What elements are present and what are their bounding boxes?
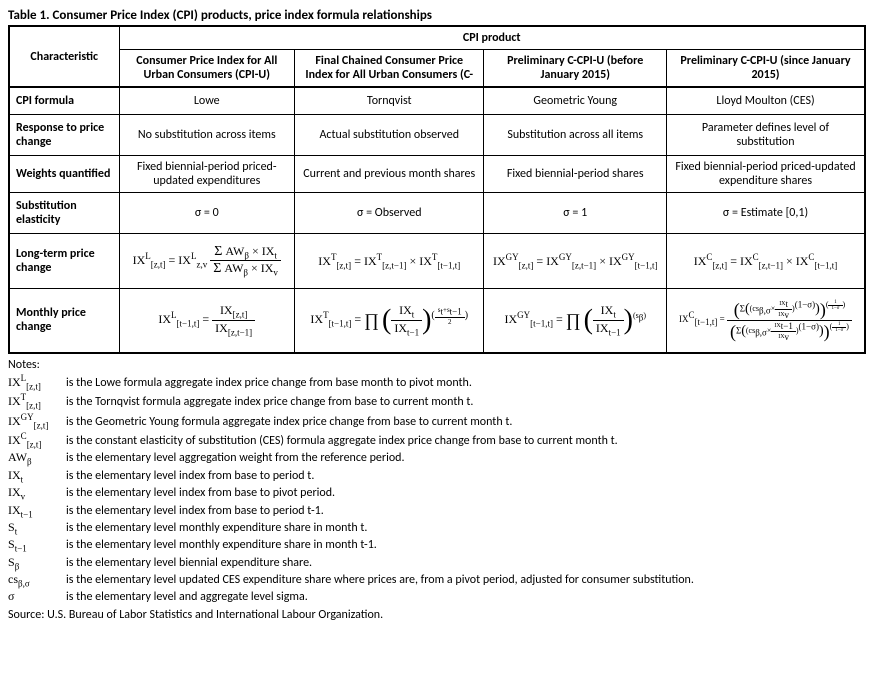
col-ccpiu-final: Final Chained Consumer Price Index for A… <box>295 50 484 88</box>
notes-symbol: AWβ <box>8 450 66 466</box>
notes-definition: is the elementary level monthly expendit… <box>66 538 866 552</box>
notes-definition: is the elementary level and aggregate le… <box>66 590 866 604</box>
notes-definition: is the elementary level index from base … <box>66 469 866 483</box>
notes-symbol: IXGY[z,t] <box>8 412 66 430</box>
row-response-label: Response to price change <box>9 115 119 156</box>
notes-definition: is the elementary level updated CES expe… <box>66 573 866 587</box>
cell-cpi-formula-1: Tornqvist <box>295 87 484 115</box>
notes-definition: is the elementary level aggregation weig… <box>66 451 866 465</box>
cell-weights-2: Fixed biennial-period shares <box>484 156 667 193</box>
cell-cpi-formula-3: Lloyd Moulton (CES) <box>667 87 865 115</box>
notes-symbol: IXL[z,t] <box>8 373 66 391</box>
notes-row: IXGY[z,t]is the Geometric Young formula … <box>8 412 866 430</box>
notes-row: IXL[z,t]is the Lowe formula aggregate in… <box>8 373 866 391</box>
cell-longterm-2: IXGY[z,t] = IXGY[z,t−1] × IXGY[t−1,t] <box>484 234 667 289</box>
cell-cpi-formula-2: Geometric Young <box>484 87 667 115</box>
notes-row: IXT[z,t]is the Tornqvist formula aggrega… <box>8 392 866 410</box>
notes-row: Stis the elementary level monthly expend… <box>8 520 866 536</box>
notes-definition: is the constant elasticity of substituti… <box>66 434 866 448</box>
notes-symbol: St <box>8 520 66 536</box>
cell-longterm-3: IXC[z,t] = IXC[z,t−1] × IXC[t−1,t] <box>667 234 865 289</box>
cell-elasticity-0: σ = 0 <box>119 193 295 234</box>
notes-row: IXvis the elementary level index from ba… <box>8 485 866 501</box>
cell-response-0: No substitution across items <box>119 115 295 156</box>
cell-response-2: Substitution across all items <box>484 115 667 156</box>
cell-elasticity-3: σ = Estimate [0,1) <box>667 193 865 234</box>
cell-cpi-formula-0: Lowe <box>119 87 295 115</box>
notes-definition: is the elementary level index from base … <box>66 504 866 518</box>
col-ccpiu-pre2015: Preliminary C-CPI-U (before January 2015… <box>484 50 667 88</box>
notes-symbol: IXt <box>8 468 66 484</box>
notes-row: IXC[z,t]is the constant elasticity of su… <box>8 431 866 449</box>
notes-row: AWβis the elementary level aggregation w… <box>8 450 866 466</box>
row-elasticity-label: Substitution elasticity <box>9 193 119 234</box>
cell-response-3: Parameter defines level of substitution <box>667 115 865 156</box>
cell-response-1: Actual substitution observed <box>295 115 484 156</box>
cell-monthly-2: IXGY[t−1,t] = ∏ (IXtIXt−1)(sβ) <box>484 288 667 353</box>
notes-symbol: IXC[z,t] <box>8 431 66 449</box>
notes-label: Notes: <box>8 358 866 372</box>
col-ccpiu-post2015: Preliminary C-CPI-U (since January 2015) <box>667 50 865 88</box>
row-cpi-formula-label: CPI formula <box>9 87 119 115</box>
cell-monthly-3: IXC[t−1,t] = (Σ((csβ,σ×IXtIXv)(1−σ)))(11… <box>667 288 865 353</box>
cell-longterm-1: IXT[z,t] = IXT[z,t−1] × IXT[t−1,t] <box>295 234 484 289</box>
notes-section: Notes: IXL[z,t]is the Lowe formula aggre… <box>8 358 866 605</box>
notes-symbol: IXv <box>8 485 66 501</box>
notes-definition: is the Tornqvist formula aggregate index… <box>66 395 866 409</box>
notes-row: Sβis the elementary level biennial expen… <box>8 555 866 571</box>
source-line: Source: U.S. Bureau of Labor Statistics … <box>8 608 866 622</box>
cell-longterm-0: IXL[z,t] = IXLz,v Σ AWβ × IXt Σ AWβ × IX… <box>119 234 295 289</box>
cpi-table: Characteristic CPI product Consumer Pric… <box>8 25 866 354</box>
row-longterm-label: Long-term price change <box>9 234 119 289</box>
cell-monthly-0: IXL[t−1,t] = IX[z,t] IX[z,t−1] <box>119 288 295 353</box>
notes-symbol: Sβ <box>8 555 66 571</box>
cell-weights-3: Fixed biennial-period priced-updated exp… <box>667 156 865 193</box>
notes-row: IXt−1is the elementary level index from … <box>8 503 866 519</box>
table-title: Table 1. Consumer Price Index (CPI) prod… <box>8 8 866 23</box>
header-group: CPI product <box>119 26 865 50</box>
notes-row: csβ,σis the elementary level updated CES… <box>8 572 866 588</box>
notes-symbol: IXT[z,t] <box>8 392 66 410</box>
notes-row: St−1is the elementary level monthly expe… <box>8 537 866 553</box>
notes-row: σis the elementary level and aggregate l… <box>8 589 866 604</box>
cell-weights-0: Fixed biennial-period priced-updated exp… <box>119 156 295 193</box>
notes-symbol: IXt−1 <box>8 503 66 519</box>
notes-symbol: St−1 <box>8 537 66 553</box>
col-characteristic: Characteristic <box>9 26 119 87</box>
notes-definition: is the elementary level monthly expendit… <box>66 521 866 535</box>
cell-elasticity-1: σ = Observed <box>295 193 484 234</box>
cell-monthly-1: IXT[t−1,t] = ∏ (IXtIXt−1)(st+st−12) <box>295 288 484 353</box>
notes-definition: is the Geometric Young formula aggregate… <box>66 415 866 429</box>
notes-definition: is the elementary level biennial expendi… <box>66 556 866 570</box>
notes-definition: is the elementary level index from base … <box>66 486 866 500</box>
row-monthly-label: Monthly price change <box>9 288 119 353</box>
cell-weights-1: Current and previous month shares <box>295 156 484 193</box>
col-cpiu: Consumer Price Index for All Urban Consu… <box>119 50 295 88</box>
notes-symbol: σ <box>8 589 66 604</box>
cell-elasticity-2: σ = 1 <box>484 193 667 234</box>
notes-definition: is the Lowe formula aggregate index pric… <box>66 376 866 390</box>
notes-row: IXtis the elementary level index from ba… <box>8 468 866 484</box>
row-weights-label: Weights quantified <box>9 156 119 193</box>
notes-symbol: csβ,σ <box>8 572 66 588</box>
